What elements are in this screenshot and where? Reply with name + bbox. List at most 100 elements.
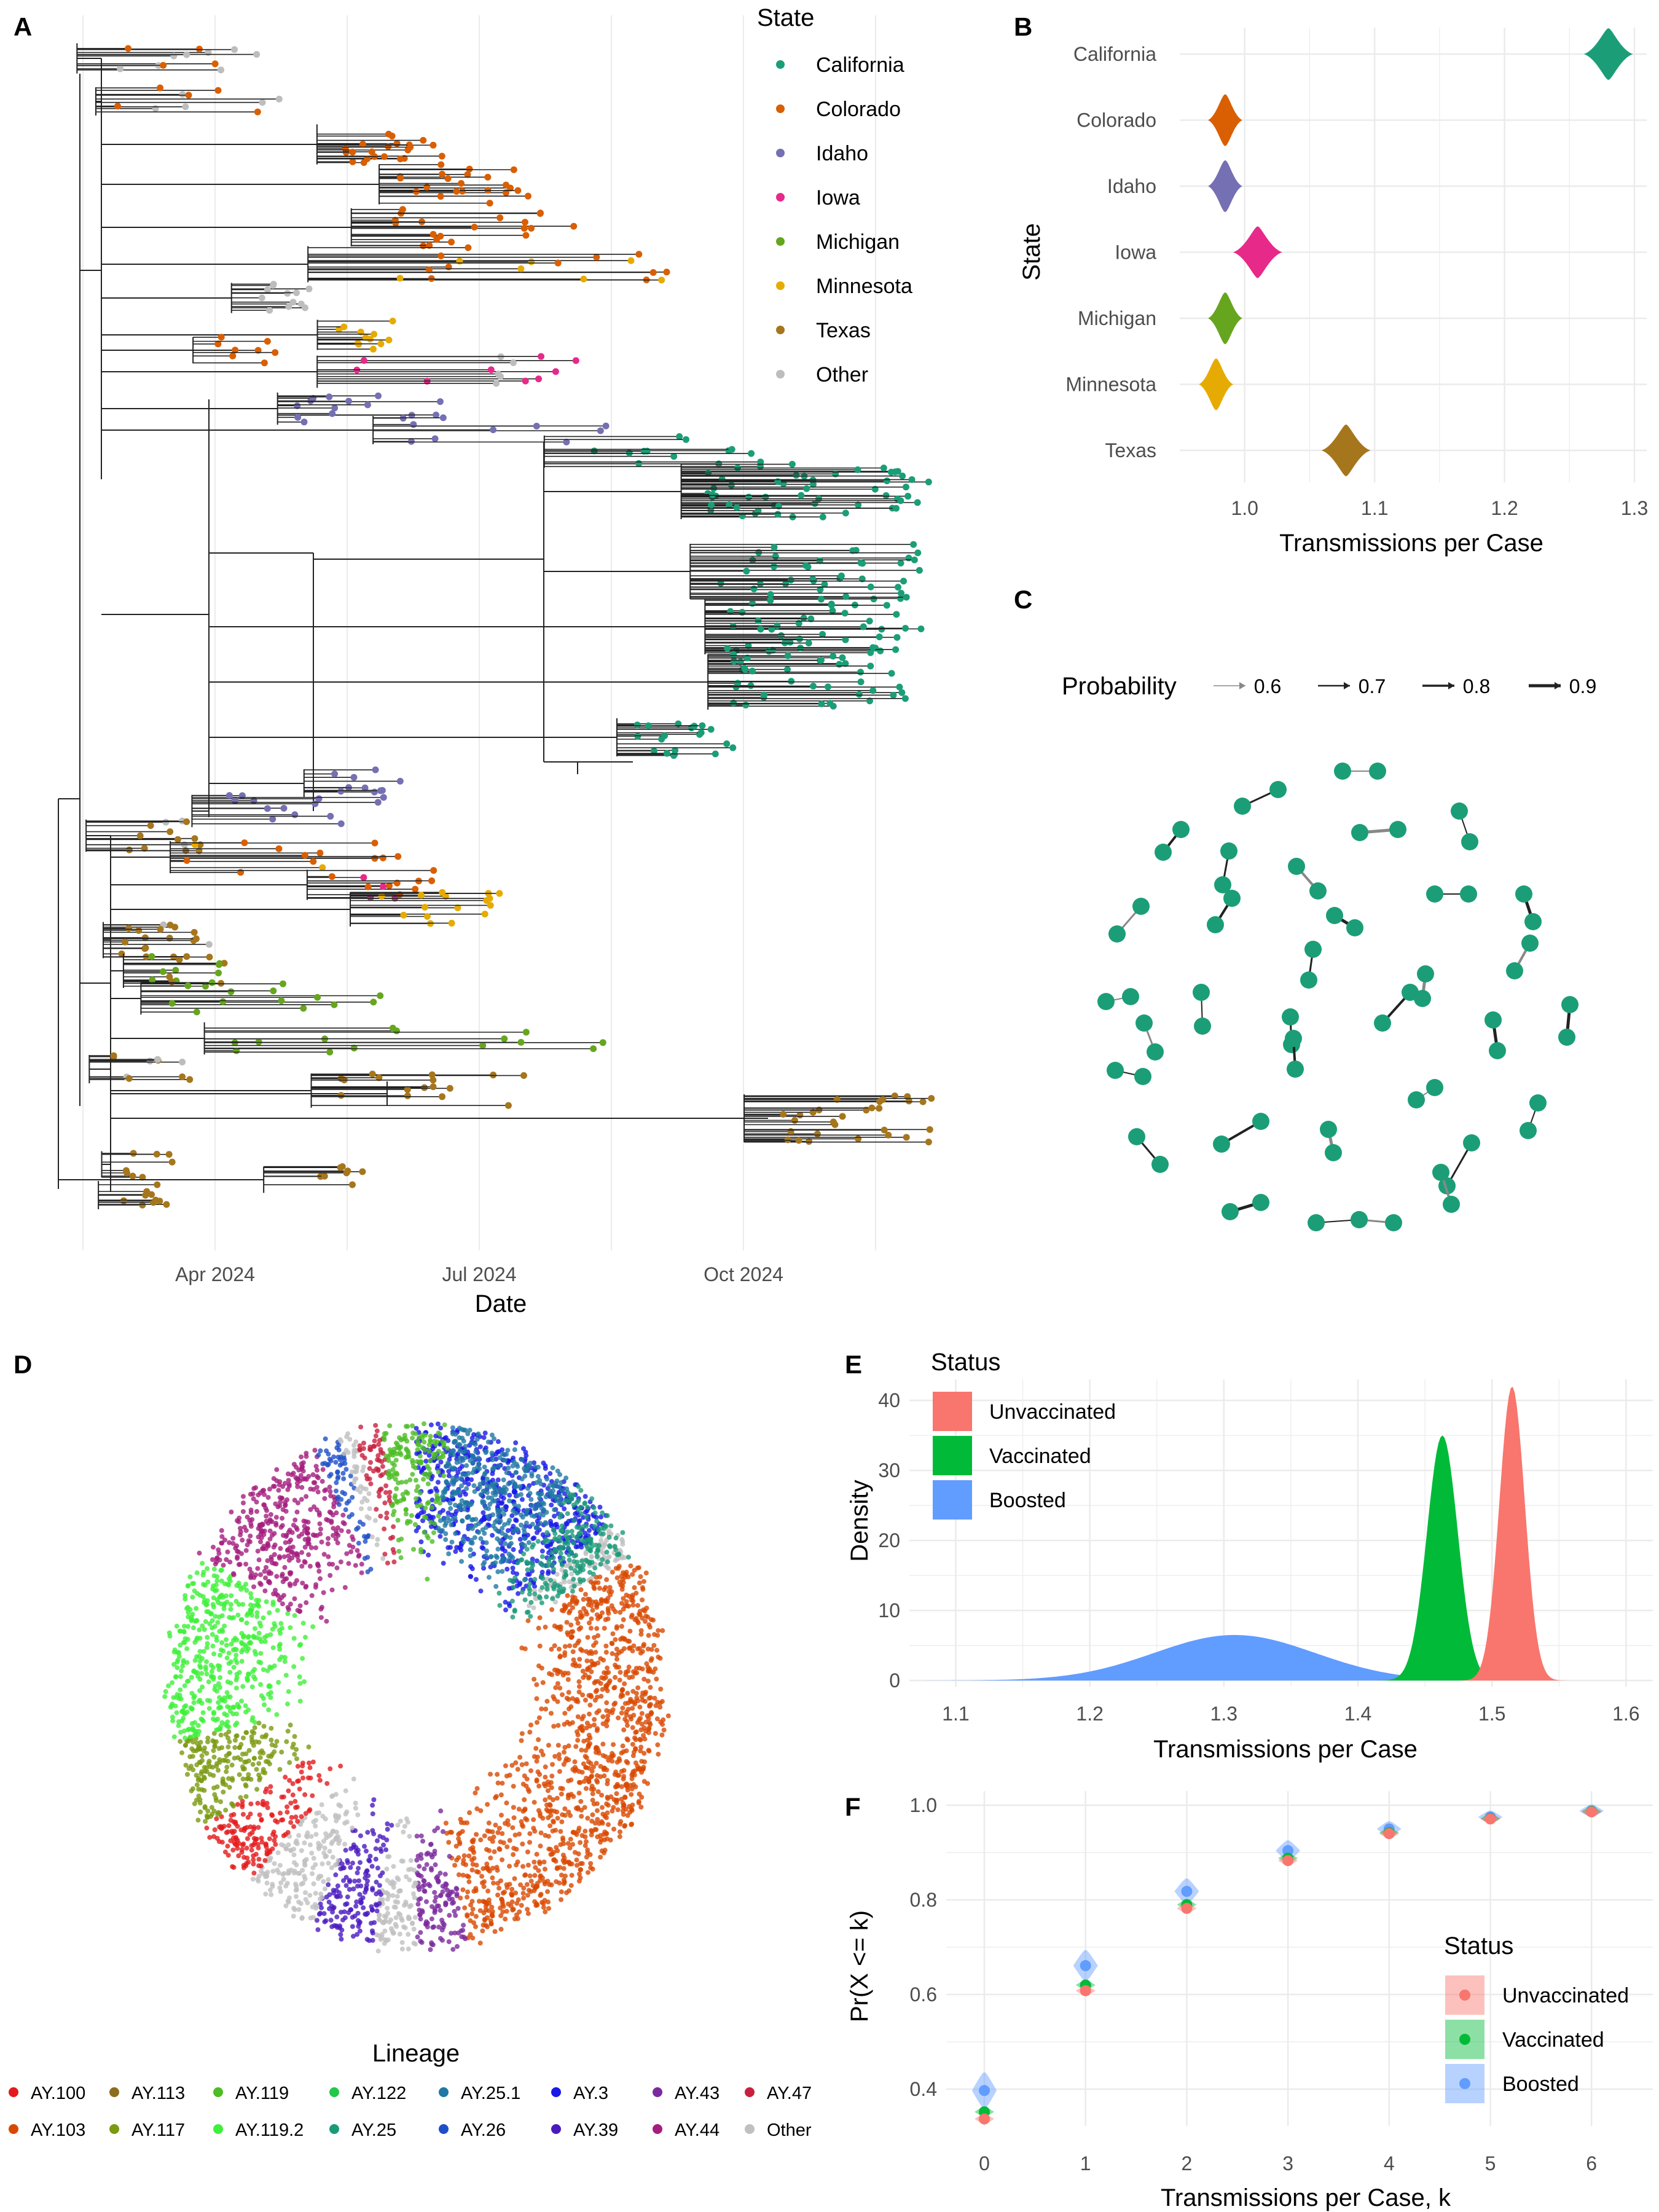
lineage-point: [330, 1839, 335, 1845]
lineage-point: [581, 1761, 586, 1767]
lineage-point: [617, 1579, 622, 1585]
tree-tip: [439, 888, 446, 896]
tree-tip: [876, 1098, 884, 1105]
lineage-point: [605, 1778, 610, 1783]
lineage-point: [465, 1894, 470, 1900]
lineage-point: [244, 1588, 249, 1593]
network-node: [1461, 833, 1478, 850]
lineage-point: [194, 1797, 199, 1803]
lineage-point: [246, 1707, 251, 1712]
lineage-point: [589, 1616, 594, 1622]
lineage-point: [536, 1715, 542, 1720]
lineage-point: [238, 1795, 243, 1800]
lineage-point: [233, 1685, 239, 1691]
lineage-point: [594, 1801, 600, 1806]
tree-tip: [883, 602, 890, 609]
lineage-point: [270, 1846, 275, 1852]
lineage-point: [262, 1857, 268, 1863]
lineage-point: [338, 1803, 343, 1809]
lineage-point: [402, 1925, 408, 1931]
lineage-point: [299, 1814, 304, 1819]
lineage-point: [166, 1683, 171, 1688]
lineage-point: [292, 1613, 297, 1618]
lineage-point: [415, 1902, 421, 1907]
lineage-point: [285, 1611, 291, 1617]
tree-tip: [354, 340, 361, 347]
lineage-point: [633, 1746, 638, 1751]
lineage-point: [222, 1758, 228, 1763]
lineage-point: [240, 1847, 245, 1853]
state-legend-label: Iowa: [816, 186, 860, 210]
lineage-point: [303, 1811, 308, 1816]
lineage-point: [221, 1824, 227, 1829]
tree-tip: [456, 257, 463, 265]
probability-legend-label: 0.6: [1254, 675, 1281, 697]
lineage-point: [283, 1673, 289, 1678]
lineage-point: [619, 1784, 624, 1789]
lineage-point: [268, 1690, 273, 1695]
lineage-point: [638, 1716, 643, 1721]
tree-tip: [495, 371, 502, 378]
lineage-point: [279, 1749, 284, 1755]
tree-tip: [787, 576, 794, 584]
lineage-point: [557, 1769, 562, 1775]
tree-tip: [743, 568, 750, 575]
lineage-point: [566, 1690, 571, 1695]
lineage-point: [394, 1875, 400, 1881]
tree-tip: [437, 193, 444, 200]
tree-tip: [802, 562, 809, 569]
lineage-point: [645, 1781, 650, 1786]
tree-tip: [168, 1000, 176, 1007]
network-node: [1320, 1121, 1337, 1138]
lineage-point: [498, 1839, 503, 1845]
tree-tip: [221, 960, 228, 967]
lineage-point: [227, 1709, 233, 1714]
lineage-point: [390, 1931, 396, 1936]
lineage-point: [520, 1891, 526, 1896]
lineage-point: [245, 1814, 251, 1820]
lineage-point: [276, 1554, 282, 1559]
lineage-point: [567, 1643, 573, 1649]
lineage-point: [496, 1885, 502, 1891]
lineage-point: [195, 1723, 201, 1728]
lineage-point: [583, 1786, 589, 1791]
lineage-point: [531, 1460, 537, 1465]
lineage-point: [240, 1798, 245, 1804]
tree-tip: [437, 161, 445, 168]
lineage-point: [181, 1660, 186, 1665]
lineage-point: [614, 1657, 620, 1662]
lineage-point: [244, 1612, 249, 1618]
violin-y-tick-label: Minnesota: [1065, 374, 1156, 396]
tree-tip: [302, 304, 309, 312]
lineage-point: [619, 1623, 624, 1629]
lineage-point: [219, 1814, 224, 1819]
tree-tip: [880, 465, 887, 472]
lineage-point: [546, 1743, 551, 1748]
lineage-point: [214, 1816, 219, 1821]
lineage-point: [579, 1807, 584, 1813]
lineage-point: [489, 1904, 495, 1910]
lineage-point: [422, 1866, 427, 1872]
lineage-point: [428, 1865, 434, 1871]
lineage-point: [286, 1870, 292, 1875]
lineage-point: [256, 1856, 262, 1862]
lineage-point: [506, 1901, 511, 1907]
violin-shape: [1208, 292, 1242, 344]
lineage-point: [284, 1739, 289, 1744]
tree-tip: [868, 1104, 876, 1112]
lineage-point: [594, 1760, 599, 1766]
tree-tip: [635, 460, 643, 467]
lineage-point: [511, 1852, 516, 1857]
lineage-point: [593, 1679, 598, 1684]
lineage-point: [181, 1629, 187, 1634]
lineage-point: [292, 1752, 297, 1757]
lineage-point: [524, 1881, 530, 1887]
lineage-point: [586, 1602, 591, 1607]
lineage-point: [430, 1942, 436, 1948]
tree-tip: [205, 941, 213, 948]
lineage-point: [469, 1867, 475, 1873]
lineage-point: [609, 1641, 614, 1646]
lineage-point: [178, 1739, 183, 1744]
lineage-point: [522, 1773, 527, 1779]
lineage-point: [248, 1591, 253, 1596]
